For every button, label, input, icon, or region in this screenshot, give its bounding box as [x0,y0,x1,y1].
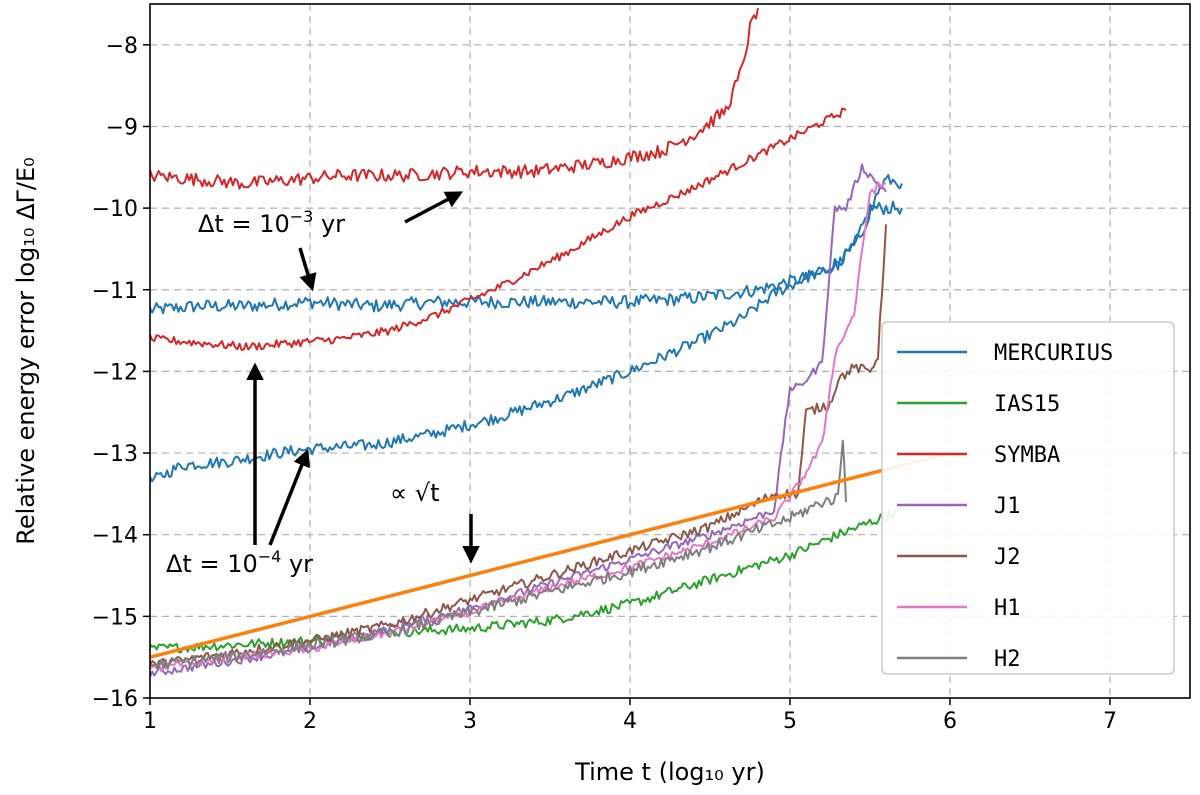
y-tick-label: −12 [92,360,138,385]
y-tick-label: −13 [92,442,138,467]
annotations: Δt = 10−3 yr Δt = 10−4 yr ∝ √t [166,191,480,578]
x-tick-label: 2 [303,709,317,734]
x-axis-label: Time t (log₁₀ yr) [574,758,765,786]
y-tick-label: −14 [92,524,138,549]
annotation-dt4: Δt = 10−4 yr [166,547,313,578]
x-tick-label: 5 [783,709,797,734]
y-tick-label: −8 [106,34,138,59]
legend-label-h2: H2 [994,647,1021,672]
arrow-dt3-to-symba [404,191,464,224]
legend: MERCURIUS IAS15 SYMBA J1 J2 H1 H2 [881,321,1175,675]
y-tick-label: −16 [92,687,138,712]
series-line--t-reference-9 [150,451,951,659]
x-tick-label: 1 [143,709,157,734]
y-tick-label: −9 [106,115,138,140]
legend-box [881,321,1175,675]
legend-label-j2: J2 [994,545,1021,570]
plot-frame [149,3,1191,699]
annotation-dt4-exp: −4 [258,547,282,566]
annotation-dt4-unit: yr [281,550,313,578]
legend-label-h1: H1 [994,596,1021,621]
x-tick-label: 4 [623,709,637,734]
y-tick-label: −11 [92,279,138,304]
series-line-symba-3 [150,7,759,190]
series-line-symba-4 [150,107,847,351]
legend-label-mercurius: MERCURIUS [994,341,1113,366]
annotation-dt3-base: Δt = 10 [198,210,290,238]
annotation-sqrt-t: ∝ √t [390,479,439,507]
x-tick-label: 6 [943,709,957,734]
y-tick-label: −10 [92,197,138,222]
x-tick-label: 7 [1103,709,1117,734]
y-tick-label: −15 [92,605,138,630]
y-axis-label: Relative energy error log₁₀ ΔΓ/E₀ [12,157,40,545]
legend-label-symba: SYMBA [994,443,1060,468]
series-line-h2-8 [150,439,847,670]
x-tick-label: 3 [463,709,477,734]
annotation-dt3: Δt = 10−3 yr [198,207,345,238]
annotation-dt3-exp: −3 [290,207,314,226]
arrow-dt3-to-mercurius [298,247,317,292]
series-line-ias15-2 [150,506,903,654]
y-ticks: −16 −15 −14 −13 −12 −11 −10 −9 −8 [92,34,150,712]
annotation-dt3-unit: yr [313,210,345,238]
grid [150,4,1190,698]
legend-label-ias15: IAS15 [994,392,1060,417]
x-ticks: 1 2 3 4 5 6 7 [143,698,1117,734]
annotation-dt4-base: Δt = 10 [166,550,258,578]
series-group [150,7,951,678]
legend-label-j1: J1 [994,494,1021,519]
series-line-mercurius-1 [150,174,903,483]
arrow-dt4-to-mercurius [268,448,310,546]
